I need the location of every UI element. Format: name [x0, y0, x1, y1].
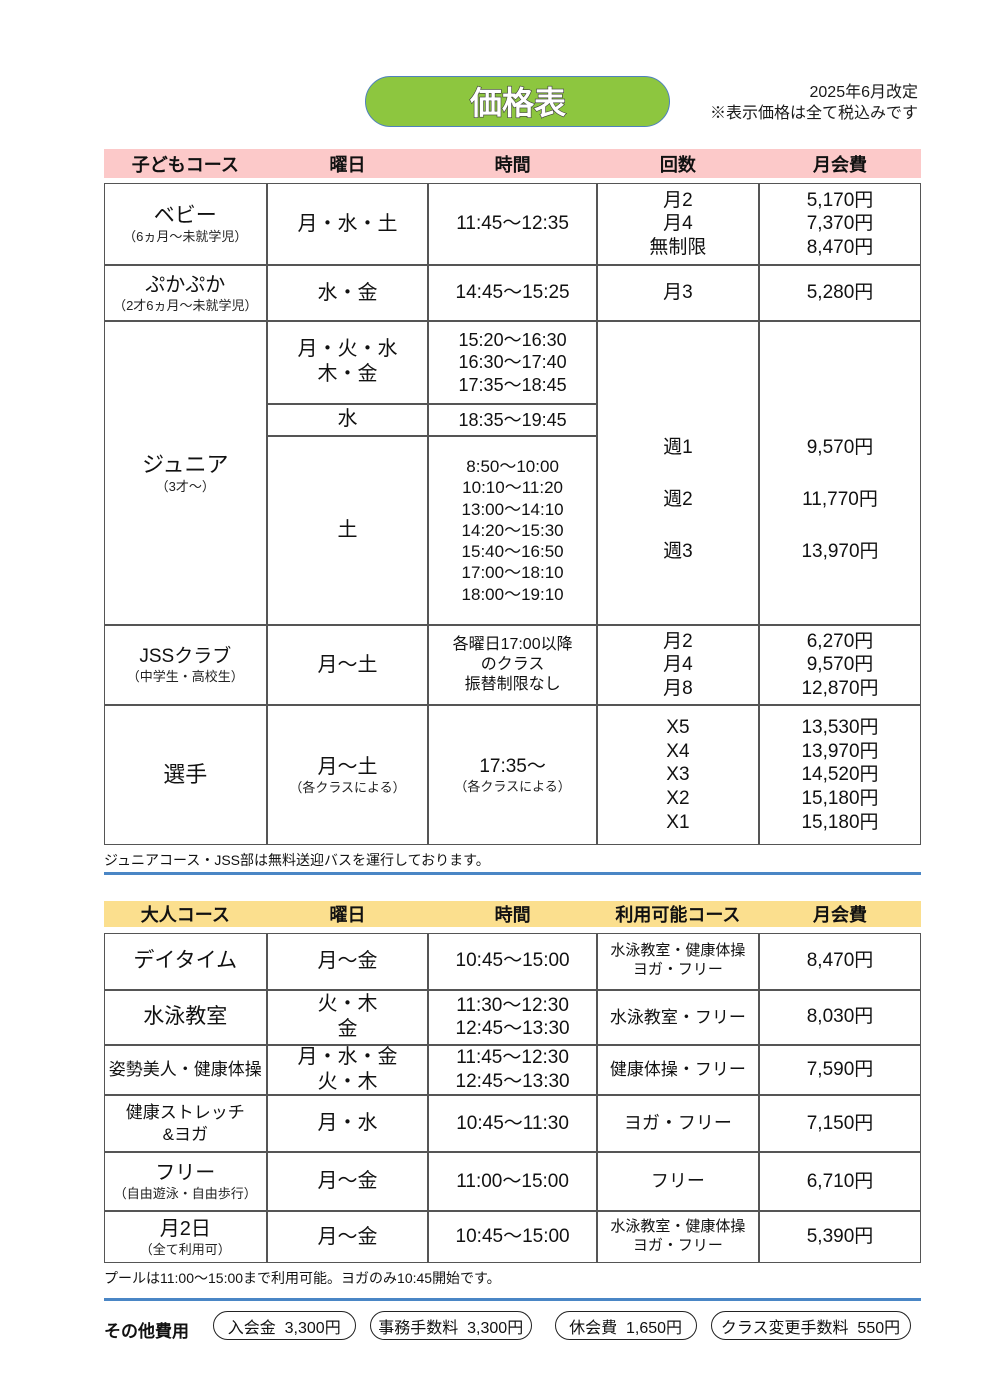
svg-text:価格表: 価格表 [469, 85, 566, 121]
